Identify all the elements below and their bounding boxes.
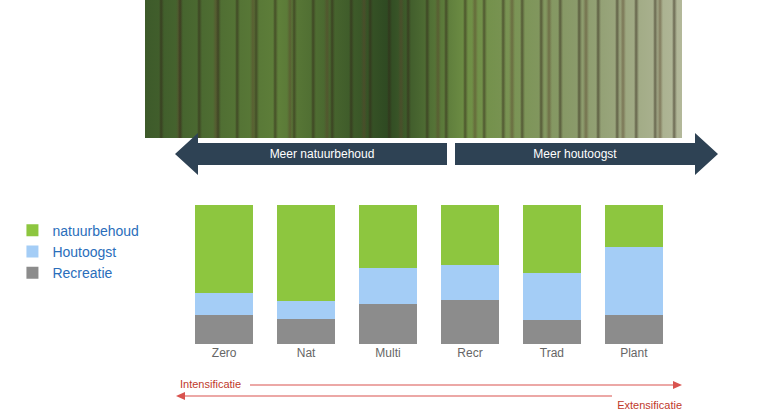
svg-text:Meer houtoogst: Meer houtoogst <box>533 147 617 161</box>
svg-text:Recr: Recr <box>457 346 482 360</box>
svg-text:Recreatie: Recreatie <box>52 265 112 281</box>
svg-text:Plant: Plant <box>620 346 648 360</box>
svg-text:Trad: Trad <box>540 346 564 360</box>
svg-text:Extensificatie: Extensificatie <box>617 399 682 411</box>
svg-text:Intensificatie: Intensificatie <box>180 378 241 390</box>
svg-text:Houtoogst: Houtoogst <box>52 244 116 260</box>
svg-text:Zero: Zero <box>212 346 237 360</box>
svg-text:natuurbehoud: natuurbehoud <box>52 223 138 239</box>
svg-text:Multi: Multi <box>375 346 400 360</box>
svg-text:Meer natuurbehoud: Meer natuurbehoud <box>270 147 375 161</box>
svg-text:Nat: Nat <box>297 346 316 360</box>
